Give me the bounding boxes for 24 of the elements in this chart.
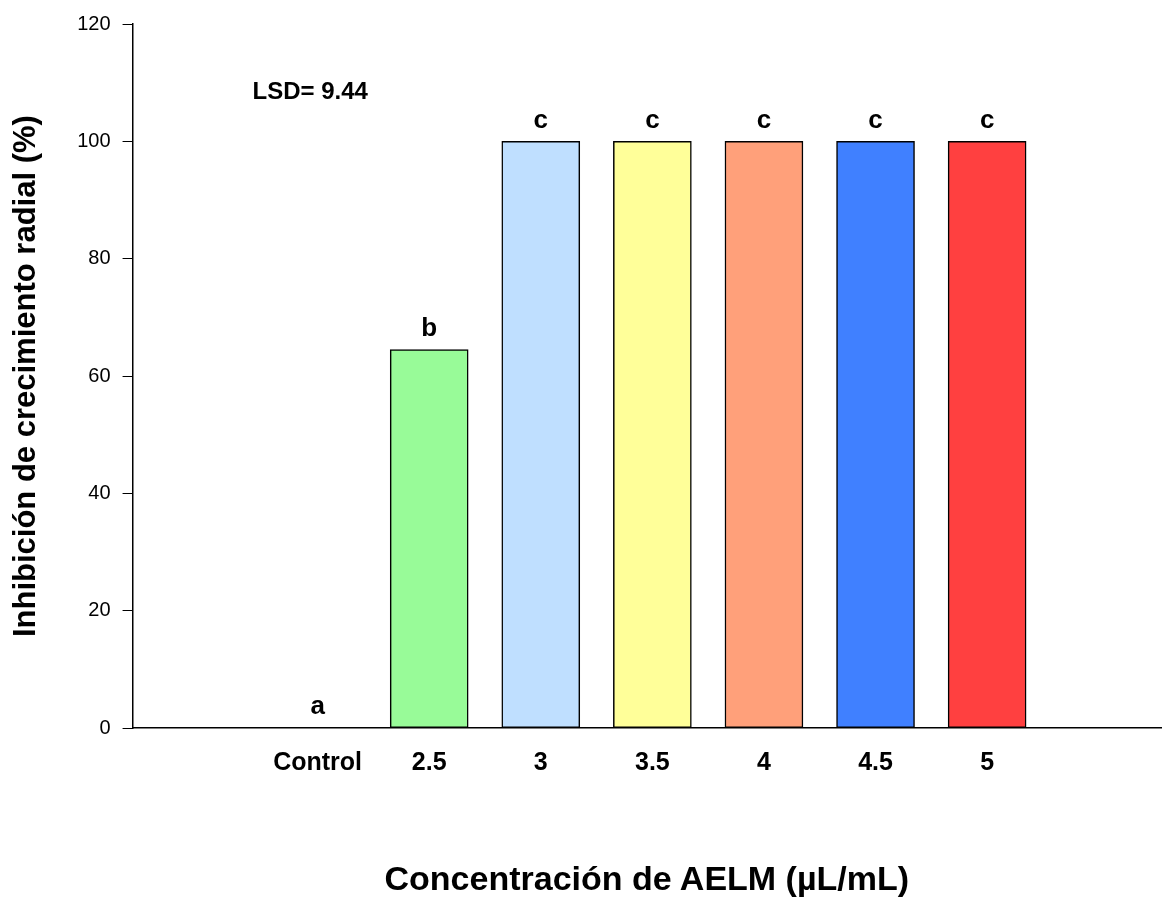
y-tick-label: 20 xyxy=(88,598,111,621)
x-tick-label: 4 xyxy=(756,747,771,776)
y-tick-label: 60 xyxy=(88,363,111,386)
annotation: c xyxy=(979,103,995,134)
y-axis-title: Inhibición de crecimiento radial (%) xyxy=(7,115,43,638)
y-tick-label: 120 xyxy=(77,11,111,34)
annotation: a xyxy=(310,690,326,721)
annotation: c xyxy=(756,103,772,134)
x-axis-title: Concentración de AELM (µL/mL) xyxy=(384,858,910,897)
x-tick-label: 4.5 xyxy=(858,747,893,776)
y-tick-label: 40 xyxy=(88,480,111,503)
y-tick-label: 100 xyxy=(77,128,111,151)
x-tick-label: Control xyxy=(273,747,363,776)
annotation: b xyxy=(421,311,438,342)
y-tick-label: 0 xyxy=(99,715,111,738)
x-tick-label: 3.5 xyxy=(634,747,670,776)
x-tick-label: 2.5 xyxy=(411,747,447,776)
x-tick-label: 3 xyxy=(533,747,548,776)
annotation: LSD= 9.44 xyxy=(252,76,369,104)
annotation: c xyxy=(533,103,549,134)
annotation: c xyxy=(868,103,883,134)
annotation: c xyxy=(645,103,660,134)
y-tick-label: 80 xyxy=(88,246,111,269)
x-tick-label: 5 xyxy=(980,747,995,776)
